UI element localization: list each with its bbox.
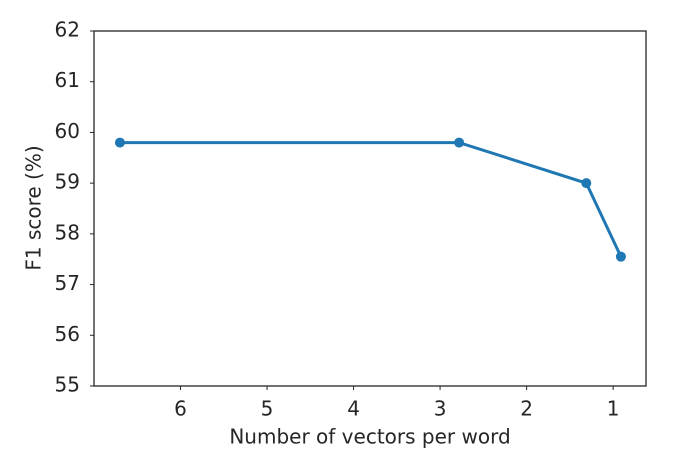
x-tick-label: 2 (520, 397, 533, 421)
line (119, 141, 623, 258)
y-tick-label: 58 (55, 220, 80, 244)
y-tick-label: 55 (55, 373, 80, 397)
y-tick-label: 56 (55, 322, 80, 346)
point (454, 137, 465, 148)
plot-frame (93, 30, 647, 387)
y-axis-label: F1 score (%) (22, 145, 46, 270)
x-tick-label: 6 (174, 397, 187, 421)
x-tick-label: 1 (607, 397, 620, 421)
point (581, 178, 592, 189)
point (615, 251, 626, 262)
point (114, 137, 125, 148)
x-tick-label: 5 (261, 397, 274, 421)
y-tick-label: 59 (55, 170, 80, 194)
y-tick-label: 57 (55, 271, 80, 295)
y-tick-label: 60 (55, 119, 80, 143)
y-tick-label: 62 (55, 18, 80, 42)
x-tick-label: 3 (434, 397, 447, 421)
x-axis-label: Number of vectors per word (229, 425, 510, 449)
y-tick-label: 61 (55, 68, 80, 92)
x-tick-label: 4 (347, 397, 360, 421)
